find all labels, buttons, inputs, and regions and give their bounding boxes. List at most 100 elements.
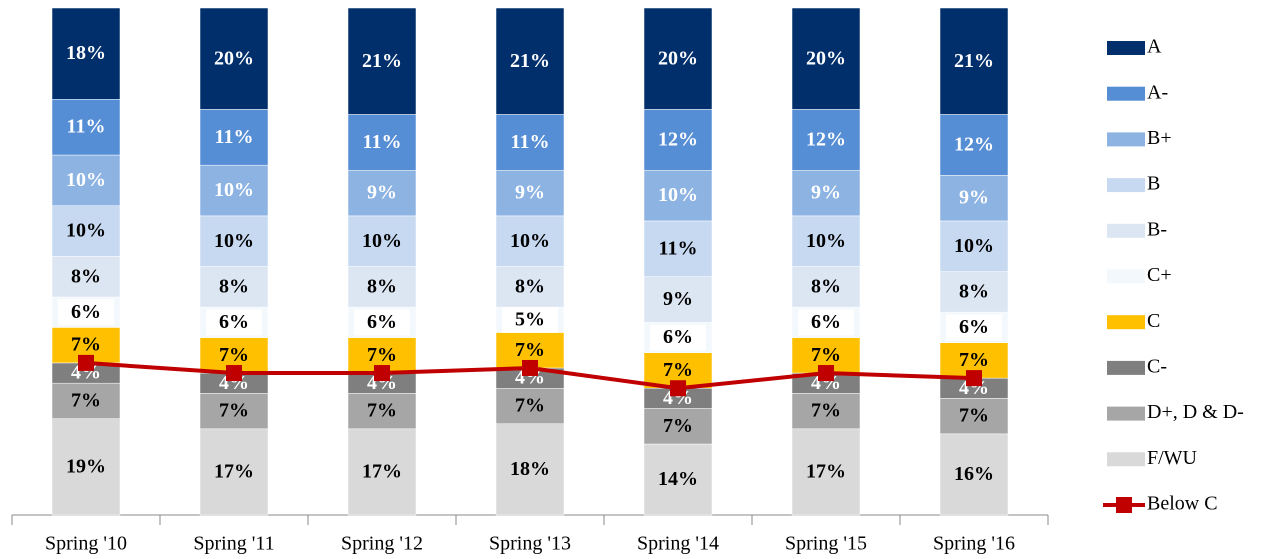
data-label: 7% [663, 359, 693, 381]
data-label: 7% [959, 405, 989, 427]
data-label: 6% [959, 316, 989, 338]
data-label: 10% [362, 230, 402, 252]
legend-label: D+, D & D- [1147, 401, 1244, 423]
data-label: 20% [658, 47, 698, 69]
legend-label: A [1147, 36, 1162, 58]
bar-segment [51, 382, 121, 419]
legend-swatch [1107, 452, 1145, 467]
data-label: 10% [806, 230, 846, 252]
bar-segment [495, 388, 565, 424]
data-label: 7% [71, 390, 101, 412]
bar-segment [199, 164, 269, 217]
bar-segment [51, 7, 121, 100]
bar-segment [643, 169, 713, 222]
bar-segment [643, 7, 713, 110]
data-label: 5% [515, 308, 545, 330]
bar-segment [347, 215, 417, 267]
line-marker [78, 354, 94, 371]
data-label: 11% [363, 131, 402, 153]
legend-label: B- [1147, 218, 1167, 240]
data-label: 11% [67, 116, 106, 138]
line-marker [374, 365, 390, 382]
data-label: 8% [367, 275, 397, 297]
bar-segment [643, 109, 713, 171]
data-label: 7% [811, 344, 841, 366]
bar-segment [791, 266, 861, 308]
data-label: 10% [66, 220, 106, 242]
data-label: 6% [811, 311, 841, 333]
label-box [502, 306, 558, 333]
bar-segment [495, 7, 565, 115]
bar-segment [939, 271, 1009, 313]
legend-swatch [1107, 132, 1145, 147]
data-label: 10% [66, 169, 106, 191]
data-label: 10% [214, 230, 254, 252]
data-label: 21% [510, 50, 550, 72]
bar-segment [643, 220, 713, 277]
data-label: 10% [658, 184, 698, 206]
line-marker [966, 370, 982, 387]
label-box [58, 299, 114, 326]
data-label: 11% [511, 131, 550, 153]
legend-swatch [1107, 223, 1145, 238]
bar-segment [939, 114, 1009, 176]
legend-label: A- [1147, 81, 1168, 103]
bar-segment [939, 175, 1009, 222]
bar-segment [939, 7, 1009, 115]
legend-swatch [1107, 315, 1145, 330]
data-label: 7% [663, 415, 693, 437]
data-label: 8% [71, 265, 101, 287]
bar-segment [199, 215, 269, 267]
legend-label: B+ [1147, 127, 1172, 149]
data-label: 7% [959, 349, 989, 371]
legend-label: C+ [1147, 264, 1172, 286]
bar-segment [347, 393, 417, 430]
data-label: 21% [954, 50, 994, 72]
data-label: 9% [515, 182, 545, 204]
label-box [798, 309, 854, 336]
legend-swatch [1107, 406, 1145, 421]
data-label: 9% [811, 182, 841, 204]
legend-swatch [1107, 41, 1145, 55]
data-label: 12% [806, 128, 846, 150]
data-label: 17% [806, 460, 846, 482]
data-label: 18% [510, 458, 550, 480]
bar-segment [495, 423, 565, 516]
data-label: 7% [367, 400, 397, 422]
data-label: 8% [811, 275, 841, 297]
bar-segment [347, 7, 417, 115]
bar-segment [939, 433, 1009, 516]
legend-swatch [1107, 360, 1145, 375]
bar-segment [347, 114, 417, 171]
data-label: 7% [219, 400, 249, 422]
x-tick-label: Spring '10 [45, 533, 127, 555]
line-marker [226, 365, 242, 382]
legend-swatch [1107, 178, 1145, 193]
line-marker [522, 359, 538, 376]
bar-segment [643, 408, 713, 445]
data-label: 11% [659, 237, 698, 259]
data-label: 20% [806, 47, 846, 69]
bar-segment [791, 215, 861, 267]
bar-segment [51, 418, 121, 516]
legend-label: C [1147, 310, 1160, 332]
legend-marker [1116, 497, 1132, 513]
data-label: 9% [367, 182, 397, 204]
data-label: 7% [219, 344, 249, 366]
data-label: 7% [515, 339, 545, 361]
bar-segment [791, 7, 861, 110]
legend-swatch [1107, 86, 1145, 101]
bar-segment [347, 266, 417, 308]
x-tick-label: Spring '15 [785, 533, 867, 555]
legend-swatch [1107, 269, 1145, 284]
bar-segment [791, 428, 861, 516]
data-label: 6% [219, 311, 249, 333]
data-label: 7% [367, 344, 397, 366]
data-label: 21% [362, 50, 402, 72]
data-label: 18% [66, 42, 106, 64]
bar-segment [791, 109, 861, 171]
data-label: 7% [811, 400, 841, 422]
bar-segment [347, 428, 417, 516]
legend-label: F/WU [1147, 447, 1198, 469]
